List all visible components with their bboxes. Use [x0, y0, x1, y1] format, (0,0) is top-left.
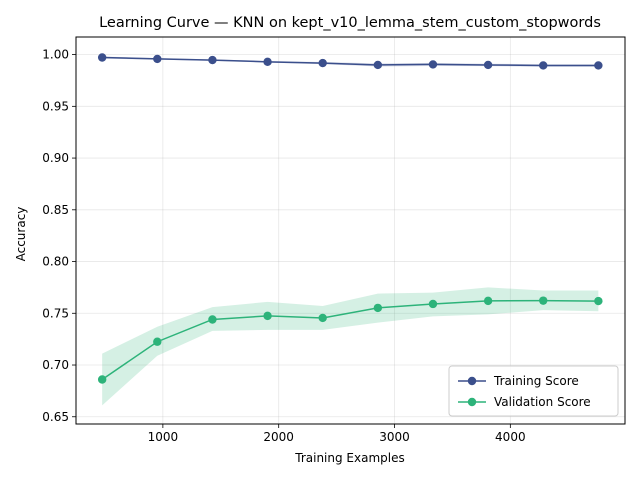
y-tick-label: 0.80 — [42, 255, 69, 269]
y-tick-label: 0.85 — [42, 203, 69, 217]
series-lines — [101, 56, 599, 381]
series-1-point — [428, 299, 438, 309]
series-1-point — [318, 313, 327, 323]
y-tick-label: 0.95 — [42, 99, 69, 113]
y-tick-label: 0.65 — [42, 410, 69, 424]
series-0-point — [373, 60, 383, 70]
grid — [76, 37, 625, 424]
series-0-point — [483, 60, 493, 70]
x-tick-label: 3000 — [379, 430, 410, 444]
series-markers — [97, 53, 603, 384]
x-tick-label: 4000 — [495, 430, 526, 444]
series-1-point — [373, 303, 383, 313]
legend: Training Score Validation Score — [448, 365, 619, 417]
y-tick-label: 1.00 — [42, 48, 69, 62]
series-0-point — [594, 61, 603, 70]
series-0-point — [263, 57, 272, 67]
y-axis-label: Accuracy — [14, 207, 28, 262]
series-0-point — [318, 58, 327, 68]
legend-swatch-marker — [467, 397, 477, 407]
series-1-point — [208, 315, 217, 324]
series-0-point — [428, 60, 438, 69]
series-1-point — [97, 375, 107, 384]
series-1-point — [153, 337, 162, 346]
x-tick-label: 1000 — [148, 430, 179, 444]
series-1-point — [483, 296, 493, 306]
series-1-band — [102, 287, 599, 406]
series-0-line — [102, 56, 599, 67]
series-1-point — [594, 296, 603, 306]
legend-entry-label: Validation Score — [494, 395, 591, 409]
x-tick-label: 2000 — [263, 430, 294, 444]
axis-ticks: 1000 2000 3000 4000 0.65 0.70 0.75 0.80 0.85 0.90… — [42, 48, 525, 444]
y-tick-label: 0.75 — [42, 306, 69, 320]
plot-frame — [75, 36, 626, 425]
chart-title: Learning Curve — KNN on kept_v10_lemma_s… — [99, 15, 601, 31]
series-0-point — [153, 54, 162, 64]
series-0-point — [97, 53, 107, 62]
legend-swatch-marker — [467, 376, 477, 386]
x-axis-label: Training Examples — [294, 451, 404, 465]
y-tick-label: 0.90 — [42, 151, 69, 165]
series-1-point — [539, 296, 548, 305]
series-1-point — [263, 311, 272, 321]
series-1-line — [101, 299, 599, 381]
legend-box — [448, 365, 619, 417]
y-tick-label: 0.70 — [42, 358, 69, 372]
series-0-point — [539, 61, 548, 70]
legend-entry-label: Training Score — [493, 374, 579, 388]
series-0-point — [208, 55, 217, 65]
